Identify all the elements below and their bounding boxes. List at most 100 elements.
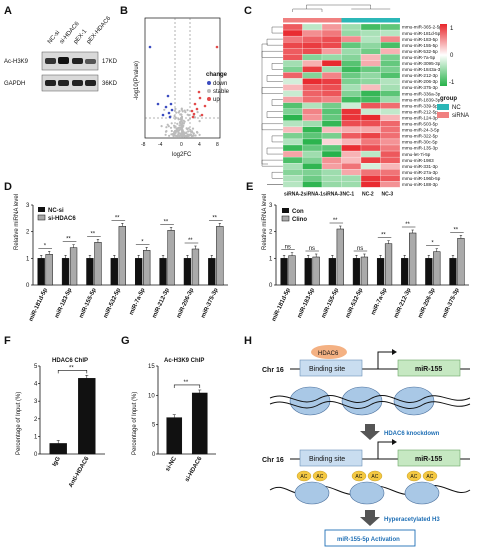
bar <box>457 238 465 286</box>
heatmap-cell <box>321 42 342 49</box>
volcano-ylabel: -log10(Pvalue) <box>134 61 140 100</box>
heatmap-cell <box>321 156 342 164</box>
y-tick-label: 5 <box>34 364 38 370</box>
heatmap-cells <box>282 18 401 188</box>
volcano-point <box>187 134 190 137</box>
hdac6-protein <box>311 345 347 359</box>
heatmap-cell <box>341 84 362 91</box>
blot-band <box>58 80 69 86</box>
heatmap-cell <box>380 78 401 85</box>
x-tick-label: Anti-HDAC6 <box>68 455 91 488</box>
heatmap-column-label: NC-1 <box>343 191 355 197</box>
bar <box>110 258 118 286</box>
volcano-point-down <box>166 94 170 98</box>
legend-label: si-HDAC6 <box>48 216 76 222</box>
heatmap-row-label: mmu-miR-24-3-5p <box>402 128 440 133</box>
bar <box>304 258 312 286</box>
volcano-point <box>177 134 180 137</box>
group-bar-cell <box>322 18 342 23</box>
heatmap-row-label: mmu-miR-135-3p <box>402 146 438 151</box>
group-swatch-sirna <box>437 112 449 118</box>
volcano-point <box>186 109 189 112</box>
significance-mark: ** <box>381 233 386 239</box>
volcano-point <box>177 118 180 121</box>
legend-label: down <box>213 81 227 87</box>
blot-row-label: GAPDH <box>4 81 25 87</box>
volcano-point <box>168 134 171 137</box>
heatmap-cell <box>360 132 381 140</box>
y-axis-label: Relative miRNA level <box>262 194 268 250</box>
bar <box>449 258 457 286</box>
heatmap-cell <box>360 29 381 37</box>
significance-mark: ** <box>188 238 193 244</box>
heatmap-cell <box>360 42 381 49</box>
heatmap-row-label: mmu-miR-532-5p <box>402 49 438 54</box>
heatmap-cell <box>341 108 362 115</box>
panel-label-h: H <box>244 335 252 347</box>
bar-chart-f: HDAC6 ChIP Percentage of Input (%) 0 1 2 3 4… <box>16 358 105 489</box>
heatmap-cell <box>282 114 303 121</box>
heatmap-cell <box>341 150 362 158</box>
volcano-point <box>180 108 183 111</box>
y-tick-label: 3 <box>34 399 38 405</box>
blot-band <box>45 58 56 64</box>
heatmap-cell <box>360 35 381 43</box>
group-bar-cell <box>380 18 400 23</box>
heatmap-cell <box>282 144 303 152</box>
bar <box>159 258 167 286</box>
legend-label: NC-si <box>48 208 64 214</box>
bar <box>143 250 151 286</box>
heatmap-cell <box>282 175 303 182</box>
volcano-point <box>179 128 182 131</box>
bar <box>288 255 296 286</box>
heatmap-cell <box>282 163 303 170</box>
heatmap-cell <box>341 156 362 164</box>
heatmap-cell <box>360 181 381 188</box>
heatmap-cell <box>282 90 303 97</box>
bar <box>94 242 102 286</box>
heatmap-cell <box>321 108 342 115</box>
outcome-box <box>324 529 416 547</box>
heatmap-row-label: mmu-miR-196b-5p <box>402 176 441 181</box>
volcano-point <box>175 128 178 131</box>
volcano-point <box>181 134 184 138</box>
acetyl-mark <box>351 470 367 482</box>
acetyl-marks: AC AC AC AC AC AC <box>296 470 438 482</box>
volcano-point <box>169 126 173 129</box>
bar <box>135 258 143 286</box>
heatmap-row-label: mmu-miR-212-5p <box>402 109 438 114</box>
acetyl-label: AC <box>410 474 417 480</box>
gene-label: miR-155 <box>415 456 442 463</box>
heatmap-cell <box>282 72 303 79</box>
legend-label: stable <box>213 89 230 95</box>
blot-band <box>45 80 56 86</box>
y-tick-label: 2 <box>26 230 30 236</box>
heatmap-cell <box>302 175 323 182</box>
heatmap-cell <box>282 169 303 176</box>
heatmap-cell <box>341 90 362 97</box>
significance-mark: ** <box>90 231 95 237</box>
volcano-point <box>174 117 177 120</box>
binding-site-box <box>299 449 363 467</box>
blot-band <box>58 57 69 64</box>
binding-site-label: Binding site <box>309 456 345 463</box>
group-bar-cell <box>361 18 381 23</box>
bar <box>37 258 45 286</box>
significance-bracket <box>57 370 88 374</box>
volcano-point <box>185 131 188 134</box>
volcano-point-up <box>215 45 219 49</box>
heatmap-cell <box>321 181 342 188</box>
heatmap-cell <box>341 23 362 31</box>
heatmap-cell <box>360 175 381 182</box>
legend-dot-up <box>207 97 211 101</box>
x-tick-label: miR-155-5p <box>79 287 98 319</box>
volcano-point <box>182 124 185 127</box>
y-tick-label: 3 <box>26 203 30 209</box>
gene-box <box>397 449 461 467</box>
tss-arrowhead <box>392 349 397 355</box>
y-axis-label: Percentage of Input (%) <box>132 392 138 455</box>
volcano-point-down <box>169 102 173 106</box>
heatmap-cell <box>282 48 303 55</box>
heatmap-cell <box>360 163 381 170</box>
volcano-point <box>173 131 176 134</box>
